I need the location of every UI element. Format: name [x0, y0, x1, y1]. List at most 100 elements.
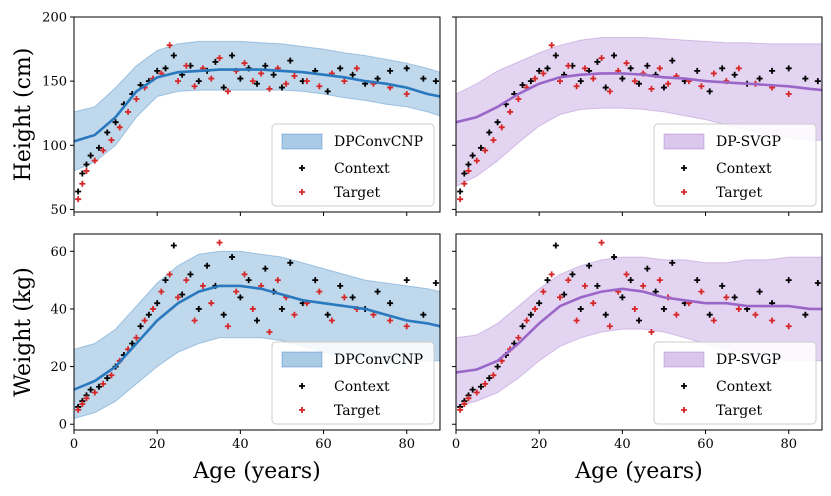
target-point	[249, 78, 256, 85]
target-point	[108, 137, 115, 144]
target-point	[532, 305, 539, 312]
x-axis-label: Age (years)	[192, 459, 321, 484]
target-point	[598, 55, 605, 62]
target-point	[258, 70, 265, 77]
target-point	[316, 83, 323, 90]
target-point	[735, 305, 742, 312]
context-point	[569, 271, 576, 278]
target-point	[710, 70, 717, 77]
context-point	[237, 294, 244, 301]
context-point	[477, 144, 484, 151]
context-point	[220, 84, 227, 91]
context-point	[636, 80, 642, 87]
target-point	[208, 75, 215, 82]
context-point	[245, 277, 252, 284]
target-point	[656, 277, 663, 284]
target-point	[631, 305, 638, 312]
legend-label-target: Target	[716, 185, 763, 201]
context-point	[187, 271, 194, 278]
context-point	[420, 311, 427, 318]
context-point	[154, 300, 161, 307]
y-tick-label: 200	[42, 11, 67, 26]
context-point	[324, 88, 331, 95]
target-point	[191, 83, 198, 90]
target-point	[100, 380, 107, 387]
target-point	[573, 83, 580, 90]
target-point	[316, 288, 323, 295]
uncertainty-band	[456, 37, 822, 187]
y-tick-label: 50	[50, 203, 67, 218]
target-point	[473, 157, 480, 164]
context-point	[519, 323, 526, 330]
target-point	[482, 380, 489, 387]
context-point	[627, 65, 634, 72]
context-point	[802, 311, 809, 318]
legend-label-target: Target	[334, 185, 381, 201]
target-point	[100, 147, 107, 154]
uncertainty-band	[74, 250, 440, 420]
target-point	[403, 90, 410, 97]
target-point	[133, 96, 140, 103]
target-point	[623, 60, 630, 67]
context-point	[731, 71, 738, 78]
context-point	[465, 161, 472, 168]
context-point	[544, 65, 551, 72]
target-point	[249, 305, 256, 312]
context-point	[287, 259, 294, 266]
context-point	[577, 78, 584, 85]
context-point	[162, 277, 169, 284]
context-point	[220, 311, 227, 318]
context-point	[204, 262, 211, 269]
context-point	[432, 280, 439, 286]
target-point	[183, 277, 190, 284]
x-tick-label: 20	[531, 437, 548, 452]
context-point	[312, 277, 319, 284]
target-point	[83, 395, 90, 402]
panel-top-right: DP-SVGP Context Target	[452, 16, 823, 216]
context-point	[561, 291, 568, 298]
legend-label-context: Context	[334, 379, 390, 395]
target-point	[75, 406, 82, 413]
target-point	[457, 406, 464, 413]
target-point	[752, 311, 759, 318]
context-point	[457, 188, 464, 195]
axes-frame	[455, 16, 823, 213]
target-point	[461, 180, 468, 187]
context-point	[270, 71, 277, 78]
y-tick-label: 150	[42, 75, 67, 90]
context-point	[731, 294, 738, 301]
legend-band-swatch	[281, 351, 323, 368]
target-point	[91, 389, 98, 396]
x-tick-label: 40	[614, 437, 631, 452]
target-point	[769, 317, 776, 324]
panel-bottom-right: 0 20 40 60 80 Age (years) DP-SVGP Context Target	[452, 233, 823, 484]
context-point	[278, 84, 285, 91]
legend-label-target: Target	[334, 403, 381, 419]
plot-area	[74, 239, 440, 420]
context-point	[669, 259, 676, 266]
target-point	[490, 372, 497, 379]
context-point	[814, 78, 821, 85]
target-point	[556, 78, 563, 85]
target-point	[370, 311, 377, 318]
context-point	[627, 277, 634, 284]
target-point	[133, 334, 140, 341]
target-point	[710, 317, 717, 324]
target-point	[515, 334, 522, 341]
context-point	[349, 294, 356, 301]
x-tick-label: 60	[315, 437, 332, 452]
legend-band-swatch	[281, 133, 323, 150]
target-point	[532, 75, 539, 82]
context-point	[154, 67, 161, 74]
context-point	[669, 57, 676, 64]
context-point	[374, 288, 381, 295]
context-point	[75, 188, 82, 195]
target-point	[785, 323, 792, 330]
target-point	[623, 271, 630, 278]
target-point	[233, 288, 240, 295]
target-point	[403, 323, 410, 330]
target-point	[565, 62, 572, 69]
legend: DP-SVGP Context Target	[653, 341, 817, 425]
target-point	[465, 167, 472, 174]
context-point	[619, 75, 626, 82]
